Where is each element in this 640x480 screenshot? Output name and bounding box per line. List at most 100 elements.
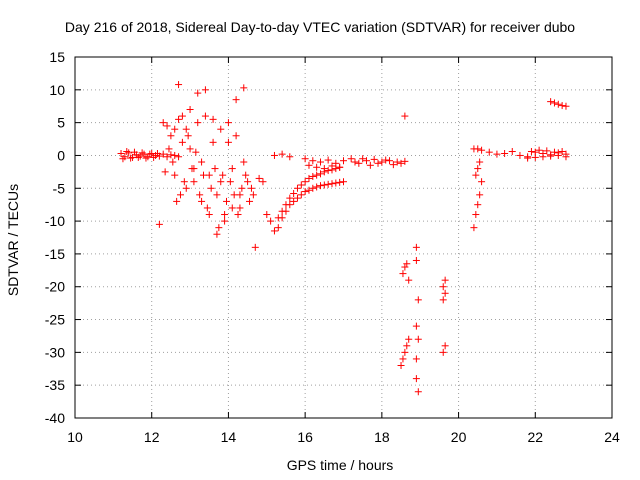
data-point [119, 155, 127, 163]
data-point [309, 184, 317, 192]
data-point [470, 224, 478, 232]
data-point [286, 194, 294, 202]
y-tick-label: -5 [53, 180, 66, 196]
y-tick-label: 0 [57, 147, 65, 163]
data-point [439, 283, 447, 291]
data-point [228, 165, 236, 173]
data-point [414, 296, 422, 304]
y-tick-label: -25 [45, 312, 65, 328]
data-point [163, 153, 171, 161]
data-point [527, 148, 535, 156]
data-point [186, 145, 194, 153]
data-point [370, 155, 378, 163]
data-point [188, 165, 196, 173]
data-point [178, 138, 186, 146]
y-tick-labels: -40 -35 -30 -25 -20 -15 -10 -5 0 5 10 15 [45, 49, 65, 426]
data-point [399, 270, 407, 278]
data-point [175, 81, 183, 89]
series-deep-dip [397, 112, 422, 396]
data-point [351, 158, 359, 166]
data-point [324, 180, 332, 188]
data-point [211, 165, 219, 173]
data-point [205, 211, 213, 219]
data-point [328, 180, 336, 188]
y-axis-label: SDTVAR / TECUs [5, 184, 21, 296]
data-point [347, 155, 355, 163]
data-point [209, 115, 217, 123]
data-point [493, 150, 501, 158]
data-point [554, 100, 562, 108]
data-point [163, 122, 171, 130]
data-point [324, 167, 332, 175]
y-tick-label: -40 [45, 410, 65, 426]
data-point [363, 157, 371, 165]
data-point [305, 186, 313, 194]
data-point [176, 191, 184, 199]
data-point [405, 335, 413, 343]
x-tick-label: 24 [604, 429, 620, 445]
data-point [550, 99, 558, 107]
series-flat-2 [270, 150, 409, 167]
data-point [201, 86, 209, 94]
data-point [340, 157, 347, 165]
series-high-tail [547, 98, 570, 110]
data-point [194, 119, 202, 127]
data-point [313, 163, 321, 171]
data-point [476, 158, 484, 166]
data-point [219, 171, 227, 179]
data-point [232, 132, 240, 140]
data-point [547, 98, 555, 106]
data-point [412, 243, 420, 251]
data-point [186, 106, 194, 114]
series-scatter-cluster [155, 81, 259, 251]
data-point [478, 178, 486, 186]
data-point [167, 132, 175, 140]
data-point [196, 191, 204, 199]
x-axis-label: GPS time / hours [287, 457, 394, 473]
data-point [255, 174, 263, 182]
data-point [236, 204, 244, 212]
data-point [301, 155, 309, 163]
data-point [267, 217, 275, 225]
data-point [251, 243, 259, 251]
y-tick-label: -10 [45, 213, 65, 229]
data-point [205, 171, 213, 179]
data-point [305, 174, 313, 182]
data-point [130, 148, 138, 156]
data-point [217, 125, 225, 133]
data-point [240, 84, 248, 92]
plot-area-frame [74, 56, 613, 419]
data-point [180, 178, 188, 186]
data-point [242, 171, 250, 179]
data-point [274, 224, 282, 232]
data-point [478, 146, 486, 154]
data-point [278, 207, 286, 215]
data-point [134, 153, 142, 161]
data-point [414, 388, 422, 396]
data-point [531, 153, 539, 161]
data-point [412, 355, 420, 363]
data-point [472, 211, 480, 219]
data-point [301, 178, 309, 186]
data-point [282, 201, 290, 209]
data-point [207, 184, 215, 192]
series-scatter-cluster-b [171, 112, 248, 219]
data-point [336, 178, 344, 186]
y-tick-label: 15 [49, 49, 65, 65]
data-point [150, 153, 158, 161]
data-point [178, 112, 186, 120]
data-point [547, 152, 555, 160]
data-point [171, 171, 179, 179]
data-point [316, 158, 324, 166]
x-tick-label: 20 [451, 429, 467, 445]
series-deep-dip-b [439, 276, 449, 356]
data-point [441, 289, 449, 297]
y-tick-label: 10 [49, 82, 65, 98]
data-point [508, 148, 516, 156]
data-point [472, 171, 480, 179]
data-point [173, 197, 181, 205]
data-point [194, 89, 202, 97]
data-point [165, 145, 173, 153]
x-tick-label: 12 [144, 429, 160, 445]
